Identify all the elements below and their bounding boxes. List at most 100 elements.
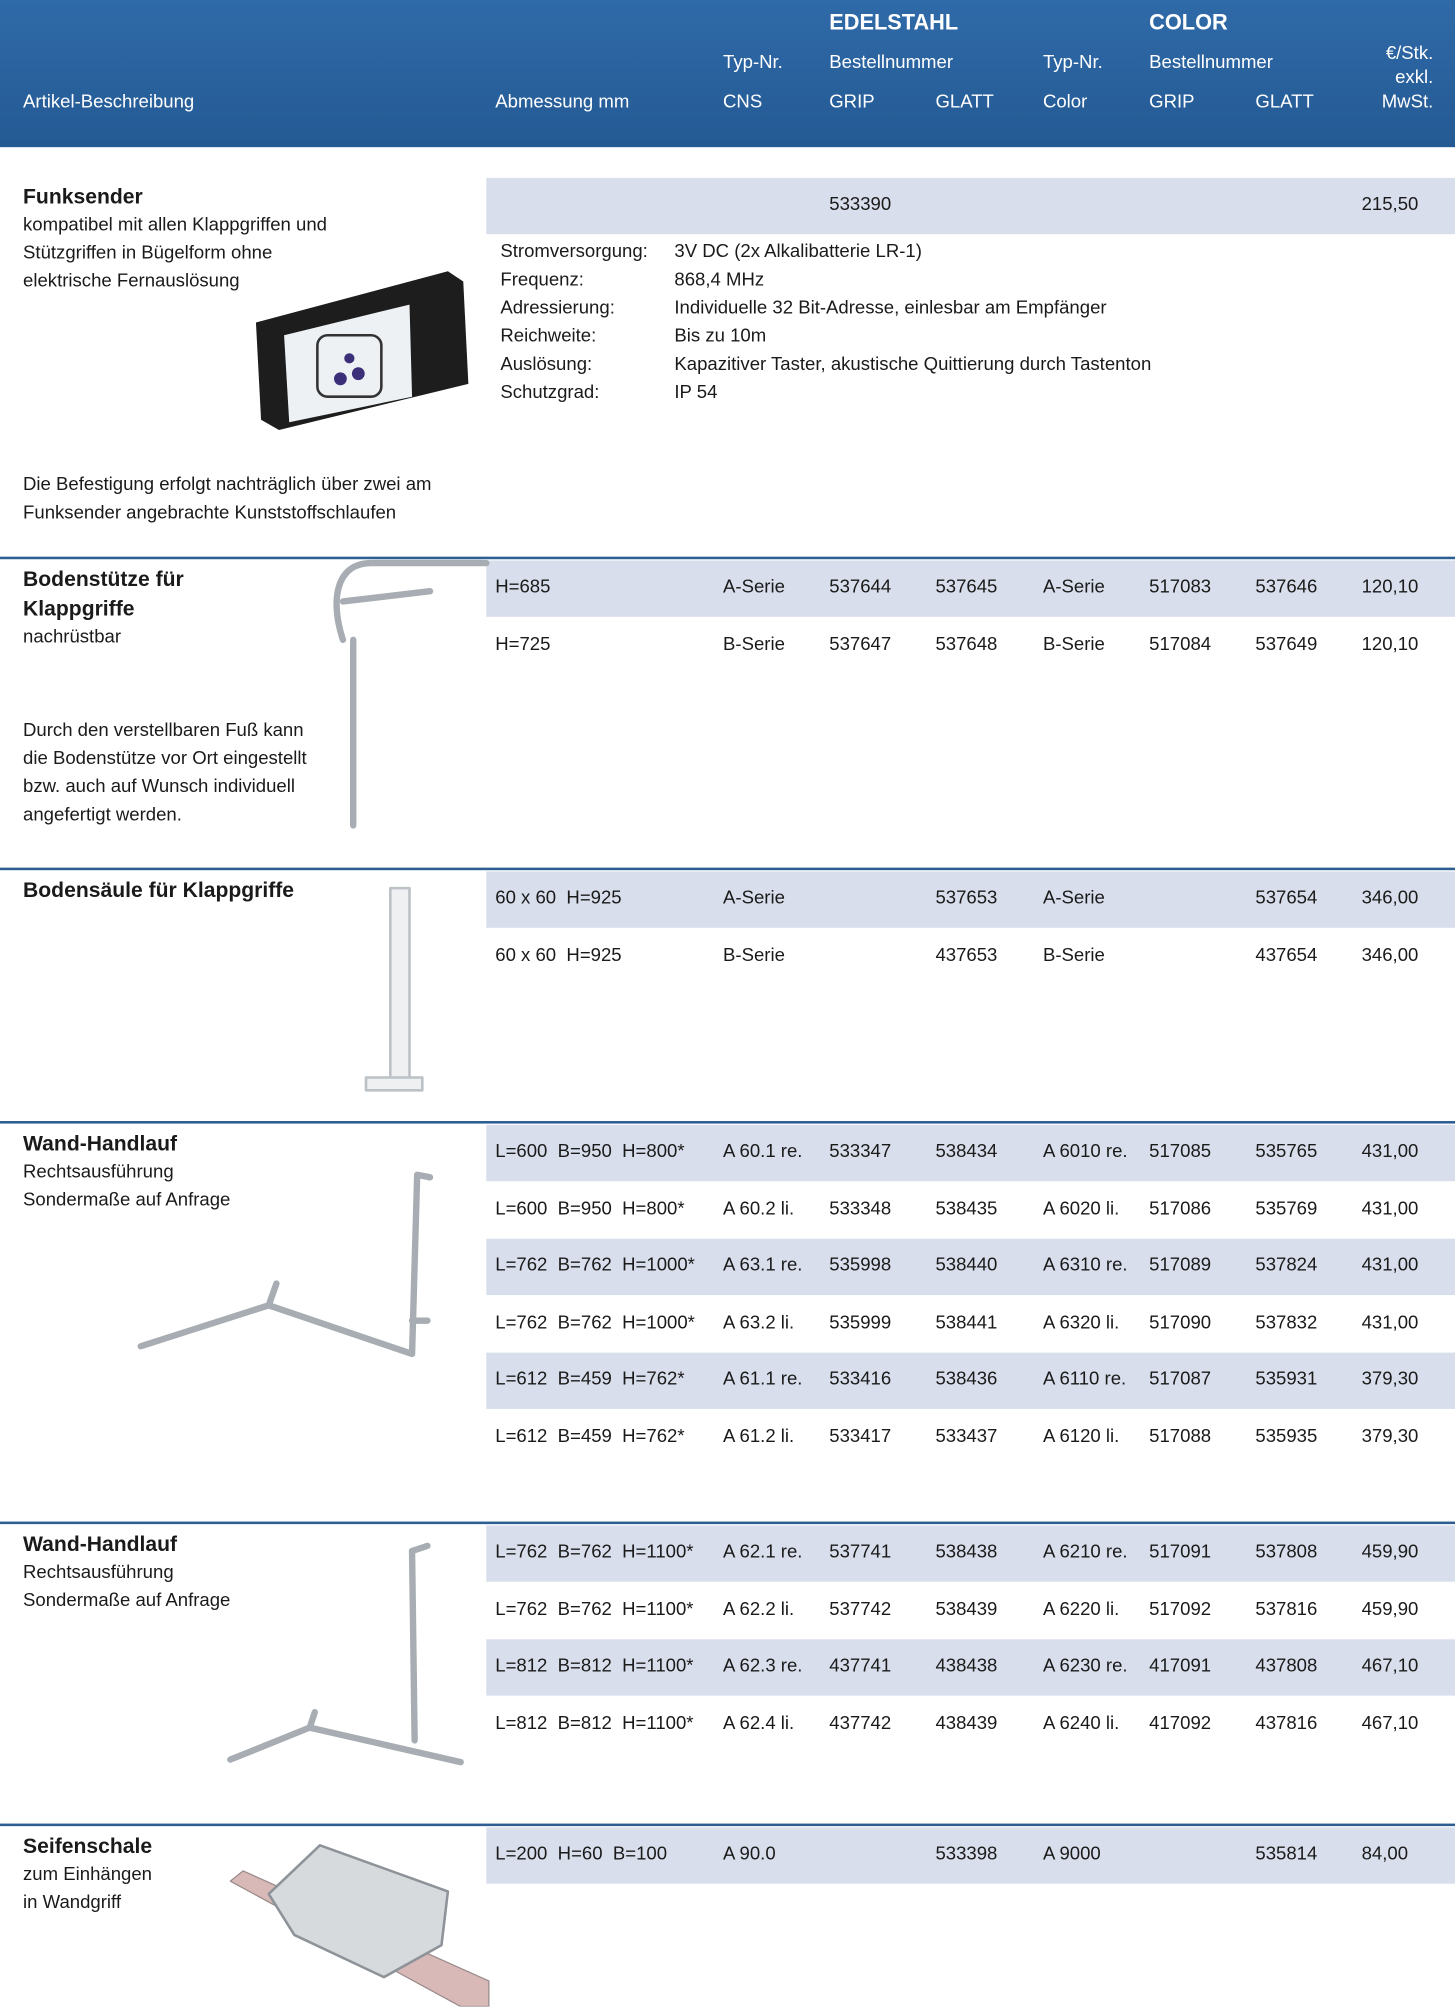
cell: 533416 — [829, 1369, 892, 1390]
section-title: Bodensäule für Klappgriffe — [23, 879, 295, 903]
cell: 120,10 — [1361, 577, 1419, 598]
cell: 533348 — [829, 1198, 892, 1219]
cell: B-Serie — [1042, 945, 1105, 966]
cell: 517084 — [1149, 634, 1212, 655]
cell: A 62.4 li. — [723, 1712, 795, 1734]
cell: 431,00 — [1361, 1312, 1419, 1333]
cell: 533347 — [829, 1141, 892, 1162]
row-band — [486, 1639, 1455, 1696]
col-head: Typ-Nr. — [723, 52, 783, 73]
cell: 437742 — [829, 1712, 892, 1734]
section-subtitle: Rechtsausführung — [23, 1562, 174, 1583]
cell: 517089 — [1149, 1255, 1212, 1276]
cell: 535769 — [1255, 1198, 1318, 1219]
col-head: Bestellnummer — [829, 52, 953, 73]
cell: L=600 B=950 H=800* — [495, 1198, 685, 1219]
cell: A 62.3 re. — [723, 1655, 803, 1677]
col-head: MwSt. — [1381, 92, 1434, 113]
row-band — [486, 1238, 1455, 1296]
cell: 517086 — [1149, 1198, 1212, 1219]
cell: 535765 — [1255, 1141, 1318, 1162]
row-band — [486, 177, 1455, 235]
cell: 538435 — [935, 1198, 998, 1219]
cell: 537644 — [829, 577, 892, 598]
spec-label: Stromversorgung: — [500, 241, 648, 263]
soap-dish — [229, 1844, 490, 2007]
col-head: GRIP — [829, 92, 875, 113]
cell: 517090 — [1149, 1312, 1212, 1333]
separator — [0, 1121, 1455, 1124]
cell: 535814 — [1255, 1844, 1318, 1865]
spec-value: Individuelle 32 Bit-Adresse, einlesbar a… — [674, 298, 1107, 319]
row-band — [486, 1352, 1455, 1409]
section-subtitle: Stützgriffen in Bügelform ohne — [23, 243, 273, 264]
cell: 538439 — [935, 1598, 998, 1620]
cell: 517083 — [1149, 577, 1212, 598]
handrail-2 — [227, 1542, 464, 1766]
cell: 437816 — [1255, 1712, 1318, 1734]
separator — [0, 556, 1455, 560]
section-subtitle: kompatibel mit allen Klappgriffen und — [23, 214, 327, 236]
section-title: Seifenschale — [23, 1835, 153, 1859]
cell: 537741 — [829, 1542, 892, 1563]
cell: 537824 — [1255, 1255, 1318, 1276]
cell: 538434 — [935, 1141, 998, 1162]
cell: A 6220 li. — [1042, 1598, 1120, 1620]
row-band — [486, 1124, 1455, 1182]
row-band — [486, 1525, 1455, 1582]
col-head: Typ-Nr. — [1042, 52, 1103, 73]
cell: 431,00 — [1361, 1141, 1419, 1162]
cell: 437808 — [1255, 1655, 1318, 1677]
cell: 537816 — [1255, 1598, 1318, 1620]
cell: A-Serie — [1042, 577, 1105, 598]
section-subtitle: in Wandgriff — [23, 1892, 122, 1914]
cell: 537653 — [935, 888, 998, 909]
col-head: exkl. — [1395, 67, 1434, 89]
cell: B-Serie — [723, 945, 785, 966]
cell: 346,00 — [1361, 888, 1419, 909]
cell: 537646 — [1255, 577, 1318, 598]
cell: 535935 — [1255, 1426, 1318, 1447]
spec-value: Bis zu 10m — [674, 326, 767, 347]
col-head: Color — [1042, 92, 1088, 113]
cell: B-Serie — [723, 634, 785, 655]
spec-value: IP 54 — [674, 382, 718, 404]
floor-column — [364, 886, 424, 1092]
section-subtitle: Sondermaße auf Anfrage — [23, 1190, 231, 1211]
cell: 467,10 — [1361, 1712, 1419, 1734]
cell: 459,90 — [1361, 1598, 1419, 1620]
cell: 431,00 — [1361, 1255, 1419, 1276]
separator — [0, 1823, 1455, 1827]
col-head: GLATT — [935, 92, 994, 113]
section-note: bzw. auch auf Wunsch individuell — [23, 776, 296, 798]
section-note: die Bodenstütze vor Ort eingestellt — [23, 748, 307, 770]
cell: 517091 — [1149, 1542, 1212, 1563]
cell: L=812 B=812 H=1100* — [495, 1712, 694, 1734]
cell: 60 x 60 H=925 — [495, 945, 622, 966]
radio-transmitter — [255, 271, 469, 430]
cell: A 61.1 re. — [723, 1369, 803, 1390]
col-head: GRIP — [1149, 92, 1195, 113]
cell: L=600 B=950 H=800* — [495, 1141, 685, 1162]
separator — [0, 1521, 1455, 1525]
section-title: Wand-Handlauf — [23, 1533, 178, 1557]
cell: A 6310 re. — [1042, 1255, 1128, 1276]
cell: L=762 B=762 H=1000* — [495, 1255, 695, 1276]
cell: A 6240 li. — [1042, 1712, 1120, 1734]
cell: 60 x 60 H=925 — [495, 888, 622, 909]
floor-support — [333, 559, 490, 829]
col-head: Abmessung mm — [495, 92, 630, 113]
cell: A 62.2 li. — [723, 1598, 795, 1620]
col-head: CNS — [723, 92, 763, 113]
cell: A 62.1 re. — [723, 1542, 803, 1563]
cell: 535931 — [1255, 1369, 1318, 1390]
cell: 537648 — [935, 634, 998, 655]
cell: 417092 — [1149, 1712, 1212, 1734]
cell: 537649 — [1255, 634, 1318, 655]
cell: L=812 B=812 H=1100* — [495, 1655, 694, 1677]
row-band — [486, 871, 1455, 928]
spec-label: Frequenz: — [500, 270, 584, 291]
cell: 537647 — [829, 634, 892, 655]
